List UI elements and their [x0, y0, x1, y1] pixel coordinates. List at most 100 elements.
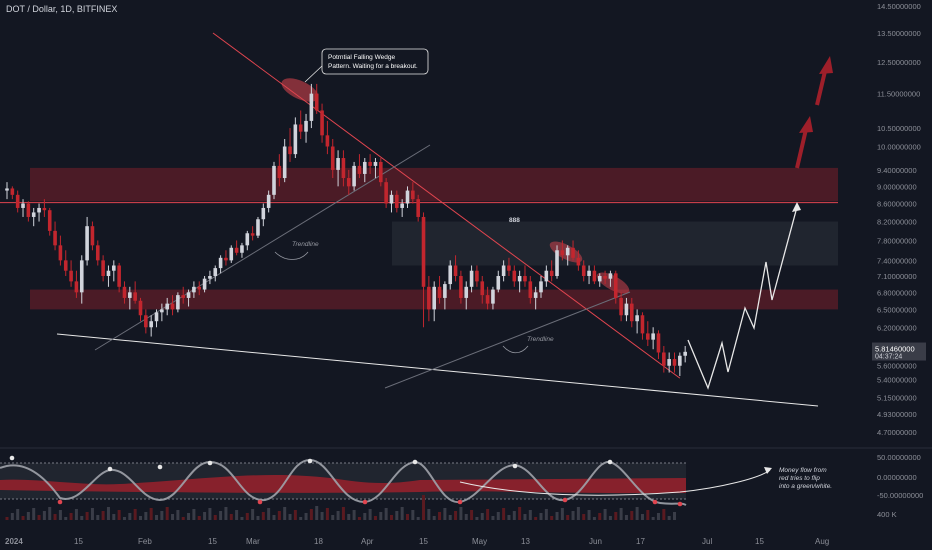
volume-bar	[646, 510, 650, 520]
candle-body	[240, 245, 244, 253]
time-tick-label: Aug	[815, 537, 829, 546]
volume-bar	[491, 516, 495, 520]
candle-body	[309, 93, 314, 121]
volume-bar	[448, 515, 452, 520]
candle-body	[176, 295, 180, 310]
volume-bar	[373, 516, 377, 520]
trendline-2	[384, 291, 631, 389]
volume-bar	[566, 515, 570, 520]
candle-body	[352, 165, 356, 187]
volume-bar	[443, 508, 447, 520]
price-tick-label: 5.15000000	[877, 393, 917, 402]
candle-body	[384, 182, 388, 204]
oscillator-pane	[0, 447, 932, 520]
volume-bar	[251, 509, 255, 520]
candle-body	[170, 303, 175, 310]
price-tick-label: 9.40000000	[877, 166, 917, 175]
volume-bar	[325, 508, 329, 520]
volume-bar	[571, 511, 575, 520]
price-tick-label: 5.60000000	[877, 362, 917, 371]
candle-body	[320, 110, 324, 136]
volume-bar	[486, 509, 490, 520]
volume-tick-label: 400 K	[877, 510, 897, 519]
price-tick-label: 6.80000000	[877, 288, 917, 297]
symbol-title[interactable]: DOT / Dollar, 1D, BITFINEX	[6, 4, 117, 14]
volume-bar	[203, 512, 207, 520]
money-flow-arrowhead	[764, 467, 772, 474]
volume-bar	[245, 513, 249, 520]
volume-bar	[454, 511, 458, 520]
time-axis[interactable]: 2024 15 Feb 15 Mar 18 Apr 15 May 13 Jun 17 Jul 15 Aug	[5, 537, 829, 546]
volume-bar	[656, 513, 660, 520]
candle-body	[533, 292, 538, 298]
candle-body	[202, 278, 207, 290]
volume-bar	[133, 509, 137, 520]
price-tick-label: 7.40000000	[877, 256, 917, 265]
candle-body	[213, 268, 218, 277]
volume-bar	[598, 513, 602, 520]
candle-body	[635, 315, 639, 322]
volume-bar	[235, 510, 239, 520]
candle-body	[421, 216, 426, 287]
time-tick-label: Jul	[702, 537, 712, 546]
volume-bar	[464, 514, 468, 520]
candle-body	[47, 210, 52, 231]
money-flow-note: into a green/white.	[779, 483, 832, 490]
volume-bar	[395, 511, 399, 520]
volume-bar	[518, 507, 522, 520]
candle-body	[63, 260, 68, 271]
candle-body	[480, 281, 485, 296]
candle-body	[448, 265, 453, 285]
volume-bar	[555, 512, 559, 520]
candle-body	[357, 165, 362, 174]
candle-body	[651, 333, 655, 340]
volume-bar	[128, 513, 132, 520]
price-tick-label: 4.93000000	[877, 410, 917, 419]
volume-bar	[389, 515, 393, 520]
volume-bar	[144, 512, 148, 520]
volume-bar	[352, 510, 356, 520]
volume-bar	[160, 511, 164, 520]
candle-body	[10, 188, 15, 195]
volume-bar	[283, 507, 287, 520]
volume-bar	[347, 514, 351, 520]
candle-body	[325, 135, 330, 147]
money-flow-fill	[0, 474, 686, 494]
time-tick-label: 15	[755, 537, 764, 546]
candle-body	[416, 199, 420, 217]
candle-body	[208, 276, 212, 279]
oscillator-dot	[677, 501, 683, 507]
candle-body	[112, 265, 116, 271]
candle-body	[160, 309, 164, 313]
volume-bar	[106, 507, 110, 520]
candle-body	[523, 276, 527, 282]
volume-bar	[165, 507, 169, 520]
candle-body	[95, 245, 100, 261]
volume-bar	[432, 516, 436, 520]
candle-body	[576, 257, 581, 266]
volume-bar	[187, 513, 191, 520]
candle-body	[646, 333, 650, 340]
candle-body	[293, 124, 298, 155]
candle-body	[282, 146, 287, 179]
price-tick-label: 10.50000000	[877, 124, 921, 133]
candle-body	[373, 161, 378, 166]
price-tick-label: 9.00000000	[877, 182, 917, 191]
price-axis[interactable]: 14.50000000 13.50000000 12.50000000 11.5000…	[872, 2, 926, 519]
price-tick-label: 8.60000000	[877, 200, 917, 209]
candle-body	[667, 359, 671, 366]
volume-bar	[32, 508, 36, 520]
volume-bar	[475, 517, 479, 520]
volume-bar	[422, 495, 426, 520]
volume-bar	[219, 511, 223, 520]
volume-bar	[48, 507, 52, 520]
candle-body	[224, 257, 228, 261]
time-tick-label: 13	[521, 537, 530, 546]
volume-bar	[261, 512, 265, 520]
oscillator-tick-label: -50.00000000	[877, 491, 923, 500]
candle-body	[662, 352, 666, 366]
volume-bar	[635, 507, 639, 520]
candle-body	[678, 355, 682, 366]
zones-layer	[30, 167, 838, 310]
